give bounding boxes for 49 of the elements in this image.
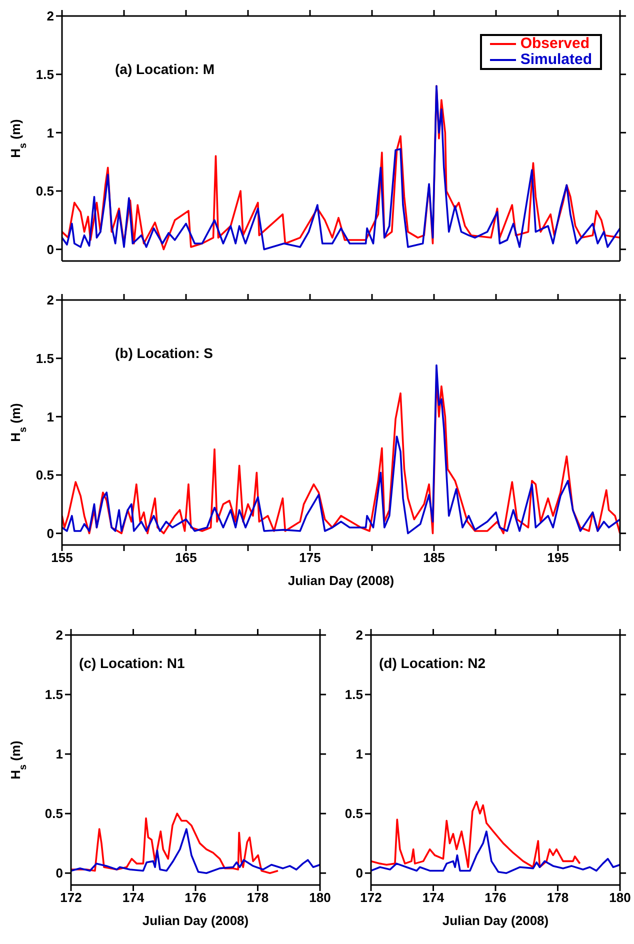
x-tick-label: 175 [299, 550, 321, 566]
y-tick-label: 2 [46, 292, 54, 308]
x-tick-label: 180 [309, 890, 331, 906]
line-series [71, 828, 320, 874]
y-tick-label: 0 [56, 866, 63, 881]
y-tick-label: 0 [46, 526, 54, 541]
line-series [371, 800, 581, 868]
legend-label: Observed [520, 35, 590, 52]
y-tick-label: 0 [46, 242, 54, 257]
y-tick-label: 1.5 [36, 350, 54, 366]
line-series [71, 812, 279, 874]
x-axis-title: Julian Day (2008) [142, 913, 249, 928]
x-tick-label: 176 [184, 890, 206, 906]
y-tick-label: 1 [356, 746, 363, 762]
legend-label: Simulated [520, 51, 592, 68]
x-tick-label: 195 [547, 550, 569, 566]
line-series [371, 830, 620, 874]
text: (a) Location: M [115, 61, 215, 77]
y-tick-label: 0.5 [344, 806, 363, 822]
line-series [62, 85, 620, 250]
text: (c) Location: N1 [79, 655, 185, 671]
y-tick-label: 1 [56, 746, 63, 762]
y-tick-label: 0.5 [36, 184, 54, 199]
y-tick-label: 0 [356, 866, 363, 881]
x-axis-title: Julian Day (2008) [288, 573, 394, 588]
x-tick-label: 165 [175, 550, 197, 566]
y-tick-label: 2 [56, 628, 63, 643]
y-tick-label: 2 [356, 628, 363, 643]
x-tick-label: 172 [360, 890, 382, 906]
x-tick-label: 174 [122, 890, 145, 906]
text: (b) Location: S [115, 345, 213, 361]
y-tick-label: 1 [46, 409, 54, 424]
x-tick-label: 176 [484, 890, 506, 906]
x-tick-label: 155 [51, 550, 73, 566]
x-tick-label: 174 [422, 890, 445, 906]
y-tick-label: 1 [46, 125, 54, 140]
x-tick-label: 185 [423, 550, 445, 566]
y-tick-label: 1.5 [36, 66, 54, 82]
x-tick-label: 178 [546, 890, 569, 906]
text: (d) Location: N2 [379, 655, 486, 671]
x-axis-title: Julian Day (2008) [442, 913, 549, 928]
y-tick-label: 1.5 [344, 687, 363, 702]
x-tick-label: 178 [246, 890, 269, 906]
y-tick-label: 0.5 [44, 806, 63, 822]
y-tick-label: 0.5 [36, 468, 54, 483]
y-tick-label: 2 [46, 8, 54, 24]
x-tick-label: 180 [609, 890, 631, 906]
y-tick-label: 1.5 [44, 687, 63, 702]
x-tick-label: 172 [60, 890, 82, 906]
